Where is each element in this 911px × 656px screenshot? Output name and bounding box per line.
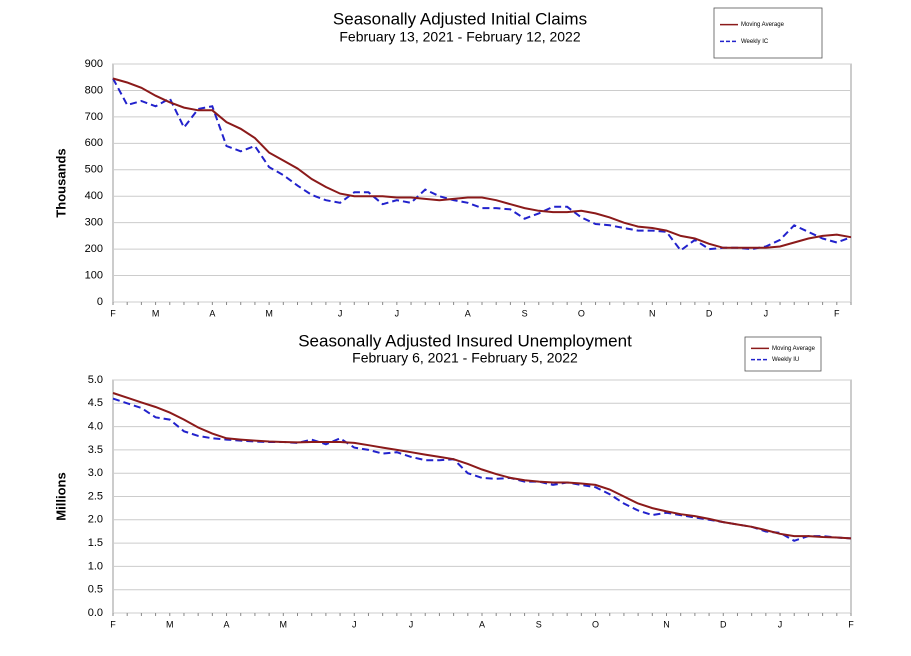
x-tick-label: J [352,619,357,629]
x-tick-label: J [409,619,414,629]
y-axis-label: Millions [53,472,68,520]
y-tick-label: 400 [85,190,103,202]
x-tick-label: A [209,308,215,318]
x-tick-label: J [764,308,769,318]
x-tick-label: O [578,308,585,318]
legend-box [744,336,822,372]
x-tick-label: N [663,619,670,629]
y-tick-label: 300 [85,217,103,229]
x-tick-label: M [152,308,160,318]
legend-label: Moving Average [741,22,785,28]
y-tick-label: 2.0 [88,514,103,526]
series-line [112,77,852,249]
x-tick-label: S [522,308,528,318]
x-tick-label: F [110,619,116,629]
series-line [112,392,852,540]
x-tick-label: D [706,308,713,318]
y-tick-label: 200 [85,243,103,255]
x-tick-label: A [465,308,471,318]
legend-label: Weekly IU [772,357,799,363]
y-tick-label: 5.0 [88,374,103,386]
plot-frame [112,63,852,303]
x-tick-label: F [848,619,854,629]
y-tick-label: 500 [85,164,103,176]
y-tick-label: 1.5 [88,537,103,549]
x-tick-label: F [834,308,840,318]
legend-label: Moving Average [772,346,816,352]
x-tick-label: D [720,619,727,629]
y-tick-label: 800 [85,84,103,96]
y-tick-label: 0 [97,296,103,308]
x-tick-label: J [338,308,343,318]
legend-label: Weekly IC [741,39,769,45]
y-tick-label: 3.5 [88,444,103,456]
chart-title: Seasonally Adjusted Insured Unemployment [298,331,632,350]
y-axis-label: Thousands [53,148,68,217]
chart-subtitle: February 13, 2021 - February 12, 2022 [339,29,580,45]
y-tick-label: 2.5 [88,490,103,502]
x-tick-label: A [224,619,230,629]
y-tick-label: 600 [85,137,103,149]
chart-subtitle: February 6, 2021 - February 5, 2022 [352,350,578,366]
x-tick-label: S [536,619,542,629]
legend-box [713,7,823,59]
x-tick-label: M [166,619,174,629]
x-tick-label: O [592,619,599,629]
y-tick-label: 700 [85,111,103,123]
y-tick-label: 3.0 [88,467,103,479]
x-tick-label: N [649,308,656,318]
y-tick-label: 900 [85,58,103,70]
y-tick-label: 0.5 [88,584,103,596]
y-tick-label: 1.0 [88,560,103,572]
x-tick-label: F [110,308,116,318]
x-tick-label: J [778,619,783,629]
y-tick-label: 100 [85,269,103,281]
chart-title: Seasonally Adjusted Initial Claims [333,9,587,28]
x-tick-label: M [265,308,273,318]
y-tick-label: 0.0 [88,607,103,619]
x-tick-label: J [395,308,400,318]
x-tick-label: A [479,619,485,629]
series-line [112,397,852,542]
series-line [112,78,852,252]
x-tick-label: M [280,619,288,629]
y-tick-label: 4.5 [88,397,103,409]
y-tick-label: 4.0 [88,421,103,433]
